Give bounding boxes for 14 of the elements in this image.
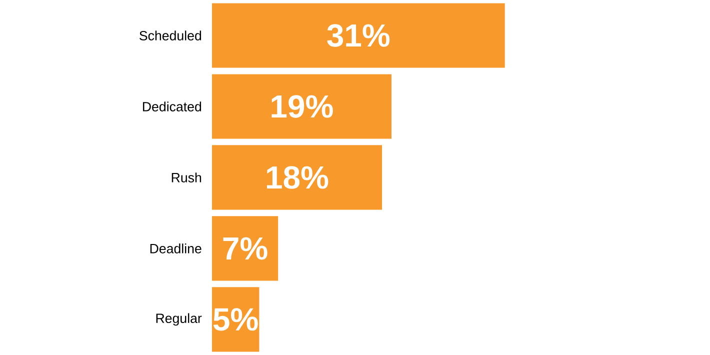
data-label: 19% [272,95,333,118]
data-label: 7% [223,237,268,260]
bar [212,216,278,281]
y-tick-label: Regular [156,313,202,326]
bar [212,74,392,139]
y-tick-label: Rush [172,172,202,182]
bar [212,145,382,210]
data-label: 18% [266,166,328,189]
y-tick-label: Dedicated [142,102,202,112]
y-tick-label: Deadline [150,244,202,254]
data-label: 5% [213,308,258,331]
bar [212,3,505,68]
y-tick-label: Scheduled [140,30,202,40]
data-label: 31% [327,24,390,47]
